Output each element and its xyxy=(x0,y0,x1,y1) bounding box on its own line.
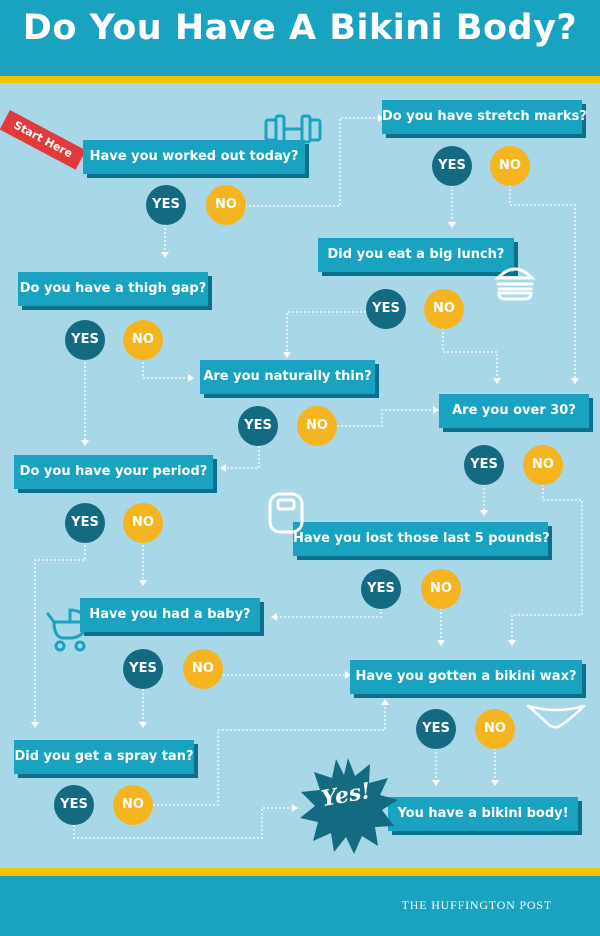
answer-no-stretch-marks: NO xyxy=(490,146,530,186)
question-bikini-wax: Have you gotten a bikini wax? xyxy=(350,660,582,694)
burger-icon xyxy=(494,267,536,301)
stroller-icon xyxy=(46,608,88,652)
answer-no-thigh-gap: NO xyxy=(123,320,163,360)
footer-stripe xyxy=(0,868,600,876)
answer-yes-big-lunch: YES xyxy=(366,289,406,329)
answer-yes-thigh-gap: YES xyxy=(65,320,105,360)
question-naturally-thin: Are you naturally thin? xyxy=(200,360,375,394)
header-bar xyxy=(0,0,600,76)
answer-yes-naturally-thin: YES xyxy=(238,406,278,446)
dumbbell-icon xyxy=(264,114,322,144)
question-had-baby: Have you had a baby? xyxy=(80,598,260,632)
question-spray-tan: Did you get a spray tan? xyxy=(14,740,194,774)
result-text: You have a bikini body! xyxy=(388,797,578,831)
answer-no-worked-out: NO xyxy=(206,185,246,225)
answer-yes-spray-tan: YES xyxy=(54,785,94,825)
answer-no-last-5-pounds: NO xyxy=(421,569,461,609)
answer-no-bikini-wax: NO xyxy=(475,709,515,749)
header-stripe xyxy=(0,76,600,83)
answer-yes-period: YES xyxy=(65,503,105,543)
question-worked-out: Have you worked out today? xyxy=(83,140,305,174)
answer-no-big-lunch: NO xyxy=(424,289,464,329)
answer-yes-over-30: YES xyxy=(464,445,504,485)
yes-burst-icon xyxy=(300,758,398,854)
answer-yes-bikini-wax: YES xyxy=(416,709,456,749)
footer-credit: THE HUFFINGTON POST xyxy=(401,898,552,912)
question-stretch-marks: Do you have stretch marks? xyxy=(382,100,587,134)
answer-yes-stretch-marks: YES xyxy=(432,146,472,186)
answer-no-over-30: NO xyxy=(523,445,563,485)
question-over-30: Are you over 30? xyxy=(439,394,589,428)
answer-yes-last-5-pounds: YES xyxy=(361,569,401,609)
page-title: Do You Have A Bikini Body? xyxy=(22,8,578,48)
answer-no-had-baby: NO xyxy=(183,649,223,689)
answer-no-period: NO xyxy=(123,503,163,543)
question-thigh-gap: Do you have a thigh gap? xyxy=(18,272,208,306)
question-period: Do you have your period? xyxy=(14,455,213,489)
question-big-lunch: Did you eat a big lunch? xyxy=(318,238,514,272)
footer-bar: THE HUFFINGTON POST xyxy=(0,876,600,936)
bikini-bottom-icon xyxy=(526,704,586,729)
answer-yes-had-baby: YES xyxy=(123,649,163,689)
answer-no-spray-tan: NO xyxy=(113,785,153,825)
question-last-5-pounds: Have you lost those last 5 pounds? xyxy=(293,522,550,556)
answer-yes-worked-out: YES xyxy=(146,185,186,225)
scale-icon xyxy=(268,492,304,534)
answer-no-naturally-thin: NO xyxy=(297,406,337,446)
